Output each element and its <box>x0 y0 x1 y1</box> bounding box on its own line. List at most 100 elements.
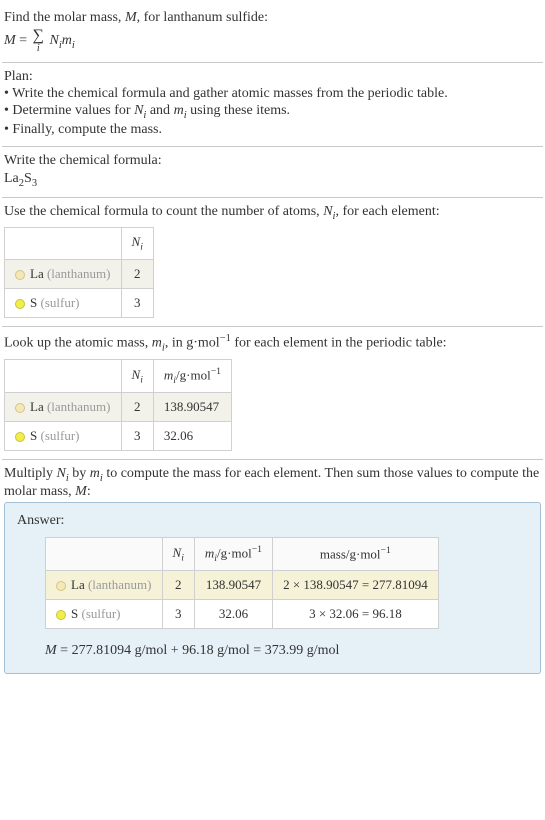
table-header-row: Ni mi/g·mol−1 mass/g·mol−1 <box>46 538 439 571</box>
element-symbol: S <box>30 295 40 310</box>
plan-item-1: • Write the chemical formula and gather … <box>4 86 541 102</box>
mi-cell: 32.06 <box>194 600 272 629</box>
table-header-row: Ni <box>5 228 154 260</box>
formula-section: Write the chemical formula: La2S3 <box>2 147 543 197</box>
element-name: (lanthanum) <box>47 266 111 281</box>
text: using these items. <box>187 103 290 118</box>
var-m: m <box>90 466 100 481</box>
var-N: N <box>49 33 58 48</box>
table-header-empty <box>46 538 163 571</box>
table-header-Ni: Ni <box>121 360 153 393</box>
element-symbol: La <box>30 266 47 281</box>
element-cell: S (sulfur) <box>5 288 122 317</box>
mi-cell: 138.90547 <box>194 571 272 600</box>
text: and <box>146 103 173 118</box>
text: , in g·mol <box>165 336 220 351</box>
element-dot-icon <box>15 403 25 413</box>
multiply-section: Multiply Ni by mi to compute the mass fo… <box>2 460 543 682</box>
count-table: Ni La (lanthanum) 2 S (sulfur) 3 <box>4 227 154 318</box>
answer-box: Answer: Ni mi/g·mol−1 mass/g·mol−1 La (l… <box>4 502 541 674</box>
ni-cell: 2 <box>121 393 153 422</box>
table-header-row: Ni mi/g·mol−1 <box>5 360 232 393</box>
element-symbol: S <box>30 428 40 443</box>
var-m: m <box>152 336 162 351</box>
table-header-Ni: Ni <box>121 228 153 260</box>
ni-cell: 3 <box>121 422 153 451</box>
element-name: (sulfur) <box>81 606 120 621</box>
element-name: (sulfur) <box>40 428 79 443</box>
answer-label: Answer: <box>17 513 528 529</box>
table-header-empty <box>5 360 122 393</box>
element-symbol: La <box>30 399 47 414</box>
table-row: La (lanthanum) 2 138.90547 <box>5 393 232 422</box>
element-symbol: La <box>71 577 88 592</box>
text: by <box>69 466 90 481</box>
table-row: La (lanthanum) 2 138.90547 2 × 138.90547… <box>46 571 439 600</box>
var-m: m <box>174 103 184 118</box>
plan-header: Plan: <box>4 69 541 85</box>
final-result: M = 277.81094 g/mol + 96.18 g/mol = 373.… <box>45 643 528 659</box>
table-row: S (sulfur) 3 32.06 3 × 32.06 = 96.18 <box>46 600 439 629</box>
text: Look up the atomic mass, <box>4 336 152 351</box>
element-cell: La (lanthanum) <box>5 393 122 422</box>
ni-cell: 3 <box>162 600 194 629</box>
subscript-3: 3 <box>32 178 37 189</box>
plan-item-2: • Determine values for Ni and mi using t… <box>4 103 541 121</box>
equals: = <box>16 33 31 48</box>
exponent: −1 <box>220 333 231 344</box>
text: , for lanthanum sulfide: <box>137 10 268 25</box>
text: : <box>87 484 91 499</box>
table-header-empty <box>5 228 122 260</box>
chemical-formula: La2S3 <box>4 171 541 189</box>
mass-cell: 3 × 32.06 = 96.18 <box>273 600 439 629</box>
element-dot-icon <box>56 581 66 591</box>
text: Use the chemical formula to count the nu… <box>4 204 323 219</box>
var-N: N <box>323 204 332 219</box>
table-row: La (lanthanum) 2 <box>5 259 154 288</box>
intro-line-1: Find the molar mass, M, for lanthanum su… <box>4 10 541 26</box>
subscript-i: i <box>72 40 75 51</box>
var-M: M <box>125 10 137 25</box>
element-dot-icon <box>15 299 25 309</box>
mi-cell: 32.06 <box>153 422 231 451</box>
ni-cell: 2 <box>162 571 194 600</box>
plan-item-3: • Finally, compute the mass. <box>4 122 541 138</box>
sigma-icon: ∑ <box>33 28 44 44</box>
element-name: (sulfur) <box>40 295 79 310</box>
element-cell: S (sulfur) <box>5 422 122 451</box>
element-name: (lanthanum) <box>47 399 111 414</box>
intro-section: Find the molar mass, M, for lanthanum su… <box>2 4 543 62</box>
sum-symbol: ∑i <box>33 28 44 54</box>
table-header-mi: mi/g·mol−1 <box>153 360 231 393</box>
var-m: m <box>62 33 72 48</box>
table-header-mass: mass/g·mol−1 <box>273 538 439 571</box>
text: , for each element: <box>335 204 439 219</box>
element-S: S <box>24 171 32 186</box>
text: Multiply <box>4 466 57 481</box>
table-row: S (sulfur) 3 32.06 <box>5 422 232 451</box>
mass-cell: 2 × 138.90547 = 277.81094 <box>273 571 439 600</box>
element-cell: S (sulfur) <box>46 600 163 629</box>
text: for each element in the periodic table: <box>231 336 447 351</box>
formula-header: Write the chemical formula: <box>4 153 541 169</box>
ni-cell: 3 <box>121 288 153 317</box>
element-name: (lanthanum) <box>88 577 152 592</box>
var-M: M <box>4 33 16 48</box>
final-eq: = 277.81094 g/mol + 96.18 g/mol = 373.99… <box>57 643 340 658</box>
lookup-section: Look up the atomic mass, mi, in g·mol−1 … <box>2 327 543 459</box>
mi-cell: 138.90547 <box>153 393 231 422</box>
table-header-mi: mi/g·mol−1 <box>194 538 272 571</box>
element-dot-icon <box>56 610 66 620</box>
element-La: La <box>4 171 19 186</box>
table-row: S (sulfur) 3 <box>5 288 154 317</box>
multiply-text: Multiply Ni by mi to compute the mass fo… <box>4 466 541 500</box>
element-cell: La (lanthanum) <box>46 571 163 600</box>
intro-equation: M = ∑i Nimi <box>4 28 541 54</box>
element-dot-icon <box>15 432 25 442</box>
text: • Determine values for <box>4 103 134 118</box>
var-M: M <box>45 643 57 658</box>
element-symbol: S <box>71 606 81 621</box>
answer-table: Ni mi/g·mol−1 mass/g·mol−1 La (lanthanum… <box>45 537 439 629</box>
element-cell: La (lanthanum) <box>5 259 122 288</box>
element-dot-icon <box>15 270 25 280</box>
